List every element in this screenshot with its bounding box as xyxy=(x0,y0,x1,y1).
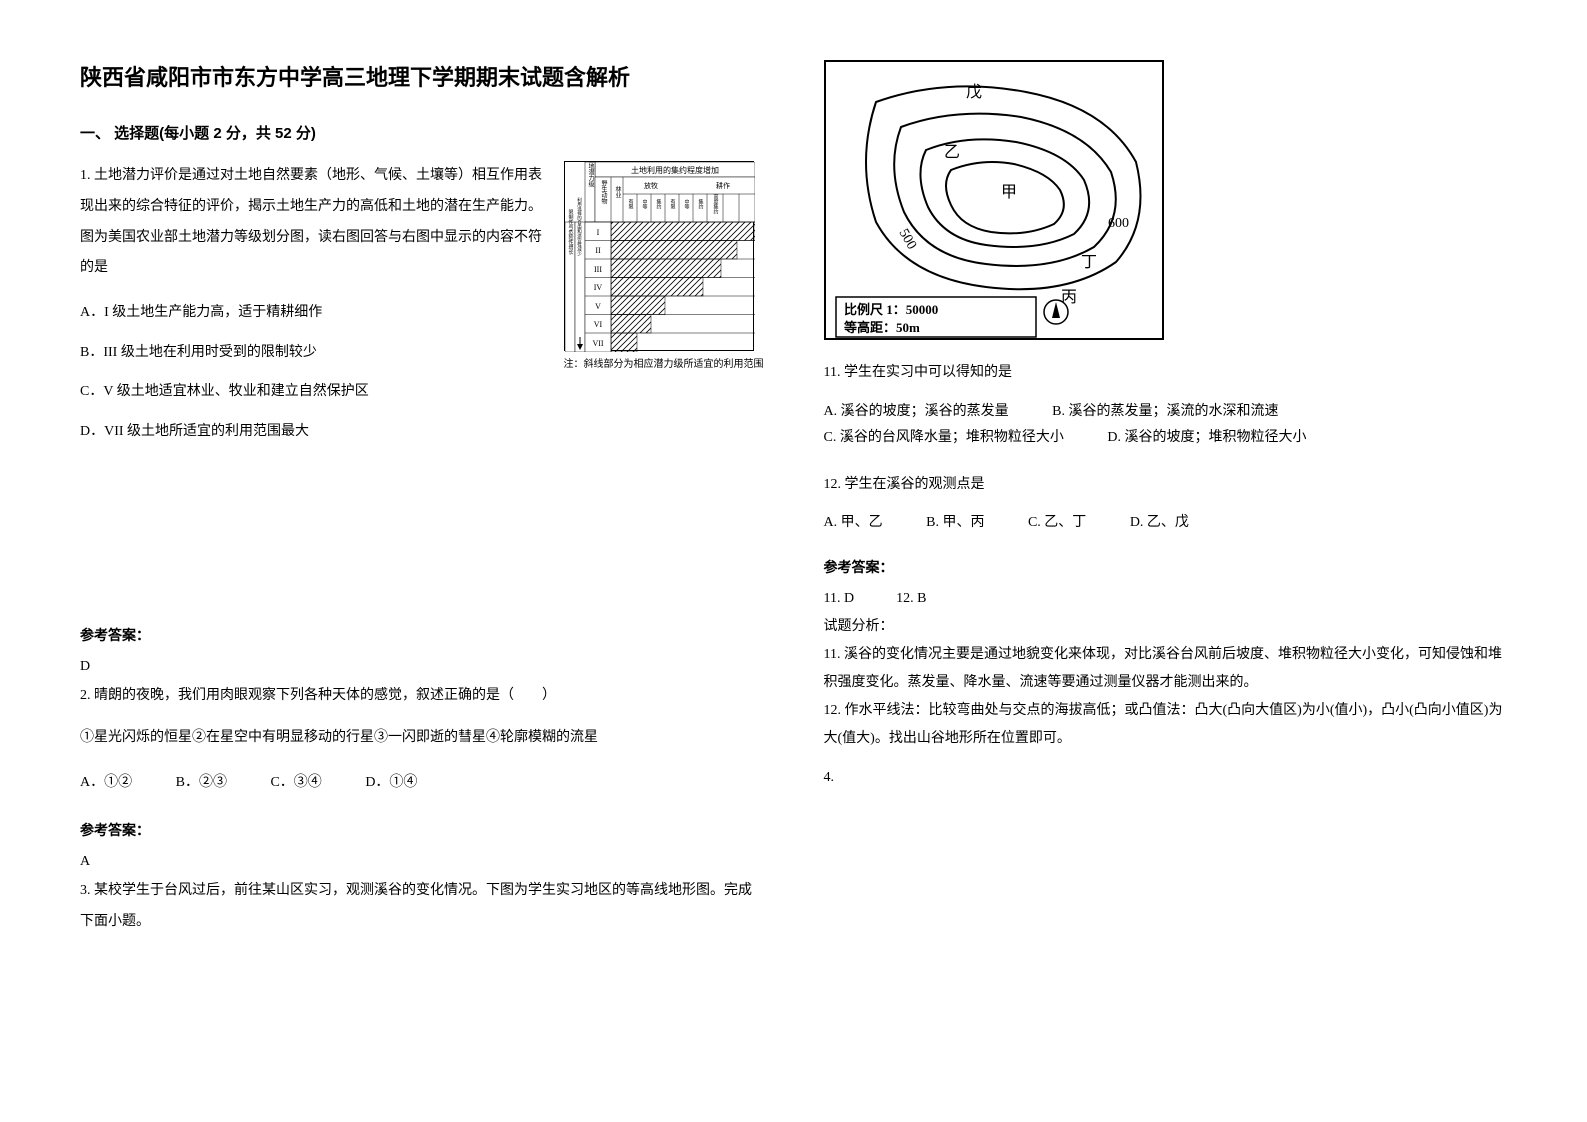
page-title: 陕西省咸阳市市东方中学高三地理下学期期末试题含解析 xyxy=(80,60,764,92)
svg-text:集约: 集约 xyxy=(655,198,661,210)
svg-text:V: V xyxy=(595,302,601,311)
q1-opt-c: C．V 级土地适宜林业、牧业和建立自然保护区 xyxy=(80,375,764,409)
figure1: 土地利用的集约程度增加 土地潜力级 xyxy=(564,161,754,351)
fig1-top-label: 土地利用的集约程度增加 xyxy=(631,165,719,175)
q11-12-answer: 11. D 12. B xyxy=(824,585,1508,613)
svg-text:I: I xyxy=(596,228,599,237)
right-column: 500 600 戊 乙 甲 丁 丙 比例尺 1：50000 等高距：50m 11… xyxy=(824,60,1508,1062)
svg-text:乙: 乙 xyxy=(944,144,960,161)
q12-opt-b: B. 甲、丙 xyxy=(926,510,984,537)
svg-text:VII: VII xyxy=(592,339,603,348)
q12-opt-d: D. 乙、戊 xyxy=(1130,510,1189,537)
answer-label-2: 参考答案： xyxy=(80,820,764,840)
q11-opt-a: A. 溪谷的坡度；溪谷的蒸发量 xyxy=(824,399,1009,426)
q2-opt-b: B．②③ xyxy=(176,766,227,800)
answer-label-3: 参考答案： xyxy=(824,557,1508,577)
svg-text:利用选择的自由和适宜性减少: 利用选择的自由和适宜性减少 xyxy=(576,197,582,257)
svg-text:土地潜力级: 土地潜力级 xyxy=(587,162,594,188)
svg-text:戊: 戊 xyxy=(966,83,982,101)
figure1-wrap: 土地利用的集约程度增加 土地潜力级 xyxy=(564,161,764,370)
analysis-11: 11. 溪谷的变化情况主要是通过地貌变化来体现，对比溪谷台风前后坡度、堆积物粒径… xyxy=(824,641,1508,697)
svg-text:野生动物: 野生动物 xyxy=(600,179,607,205)
q2-opt-c: C．③④ xyxy=(270,766,321,800)
svg-text:有限: 有限 xyxy=(669,198,675,210)
svg-text:高度集约: 高度集约 xyxy=(712,193,718,215)
q2-answer: A xyxy=(80,848,764,876)
svg-text:丁: 丁 xyxy=(1081,254,1097,271)
section-header: 一、 选择题(每小题 2 分，共 52 分) xyxy=(80,122,764,143)
svg-text:600: 600 xyxy=(1108,216,1129,231)
figure1-caption: 注：斜线部分为相应潜力级所适宜的利用范围 xyxy=(564,355,764,370)
q1-answer: D xyxy=(80,653,764,681)
q11-opt-b: B. 溪谷的蒸发量；溪流的水深和流速 xyxy=(1052,399,1278,426)
svg-text:放牧: 放牧 xyxy=(644,181,658,190)
svg-text:林业: 林业 xyxy=(614,185,621,198)
q2-opt-a: A．①② xyxy=(80,766,132,800)
q2-opt-d: D．①④ xyxy=(365,766,417,800)
svg-text:III: III xyxy=(594,265,602,274)
question-1: 土地利用的集约程度增加 土地潜力级 xyxy=(80,161,764,455)
question-12: 12. 学生在溪谷的观测点是 A. 甲、乙 B. 甲、丙 C. 乙、丁 D. 乙… xyxy=(824,472,1508,537)
question-2: 2. 晴朗的夜晚，我们用肉眼观察下列各种天体的感觉，叙述正确的是（ ） ①星光闪… xyxy=(80,681,764,800)
svg-text:VI: VI xyxy=(593,320,602,329)
svg-text:限制性与危险性增长: 限制性与危险性增长 xyxy=(567,209,573,256)
q3-stem: 3. 某校学生于台风过后，前往某山区实习，观测溪谷的变化情况。下图为学生实习地区… xyxy=(80,876,764,938)
analysis-label: 试题分析： xyxy=(824,613,1508,641)
figure2: 500 600 戊 乙 甲 丁 丙 比例尺 1：50000 等高距：50m xyxy=(824,60,1164,340)
q2-sub: ①星光闪烁的恒星②在星空中有明显移动的行星③一闪即逝的彗星④轮廓模糊的流星 xyxy=(80,723,764,754)
q11-opt-c: C. 溪谷的台风降水量；堆积物粒径大小 xyxy=(824,425,1064,452)
svg-text:中等: 中等 xyxy=(641,198,647,209)
analysis-12: 12. 作水平线法：比较弯曲处与交点的海拔高低；或凸值法：凸大(凸向大值区)为小… xyxy=(824,697,1508,753)
svg-text:比例尺 1：50000: 比例尺 1：50000 xyxy=(844,302,938,317)
svg-text:有限: 有限 xyxy=(627,198,633,210)
question-11: 11. 学生在实习中可以得知的是 A. 溪谷的坡度；溪谷的蒸发量 B. 溪谷的蒸… xyxy=(824,360,1508,452)
left-column: 陕西省咸阳市市东方中学高三地理下学期期末试题含解析 一、 选择题(每小题 2 分… xyxy=(80,60,764,1062)
q4-stem: 4. xyxy=(824,763,1508,794)
q12-stem: 12. 学生在溪谷的观测点是 xyxy=(824,472,1508,499)
q12-opt-c: C. 乙、丁 xyxy=(1028,510,1086,537)
q11-opt-d: D. 溪谷的坡度；堆积物粒径大小 xyxy=(1107,425,1306,452)
svg-text:中等: 中等 xyxy=(683,198,689,209)
svg-text:甲: 甲 xyxy=(1001,184,1017,201)
answer-label-1: 参考答案： xyxy=(80,625,764,645)
svg-text:等高距：50m: 等高距：50m xyxy=(843,320,920,335)
q11-stem: 11. 学生在实习中可以得知的是 xyxy=(824,360,1508,387)
q12-opt-a: A. 甲、乙 xyxy=(824,510,883,537)
svg-text:集约: 集约 xyxy=(697,198,703,210)
svg-text:耕作: 耕作 xyxy=(716,181,730,190)
svg-text:IV: IV xyxy=(593,283,602,292)
q1-opt-d: D．VII 级土地所适宜的利用范围最大 xyxy=(80,415,764,449)
svg-text:II: II xyxy=(595,246,601,255)
q2-stem: 2. 晴朗的夜晚，我们用肉眼观察下列各种天体的感觉，叙述正确的是（ ） xyxy=(80,681,764,712)
